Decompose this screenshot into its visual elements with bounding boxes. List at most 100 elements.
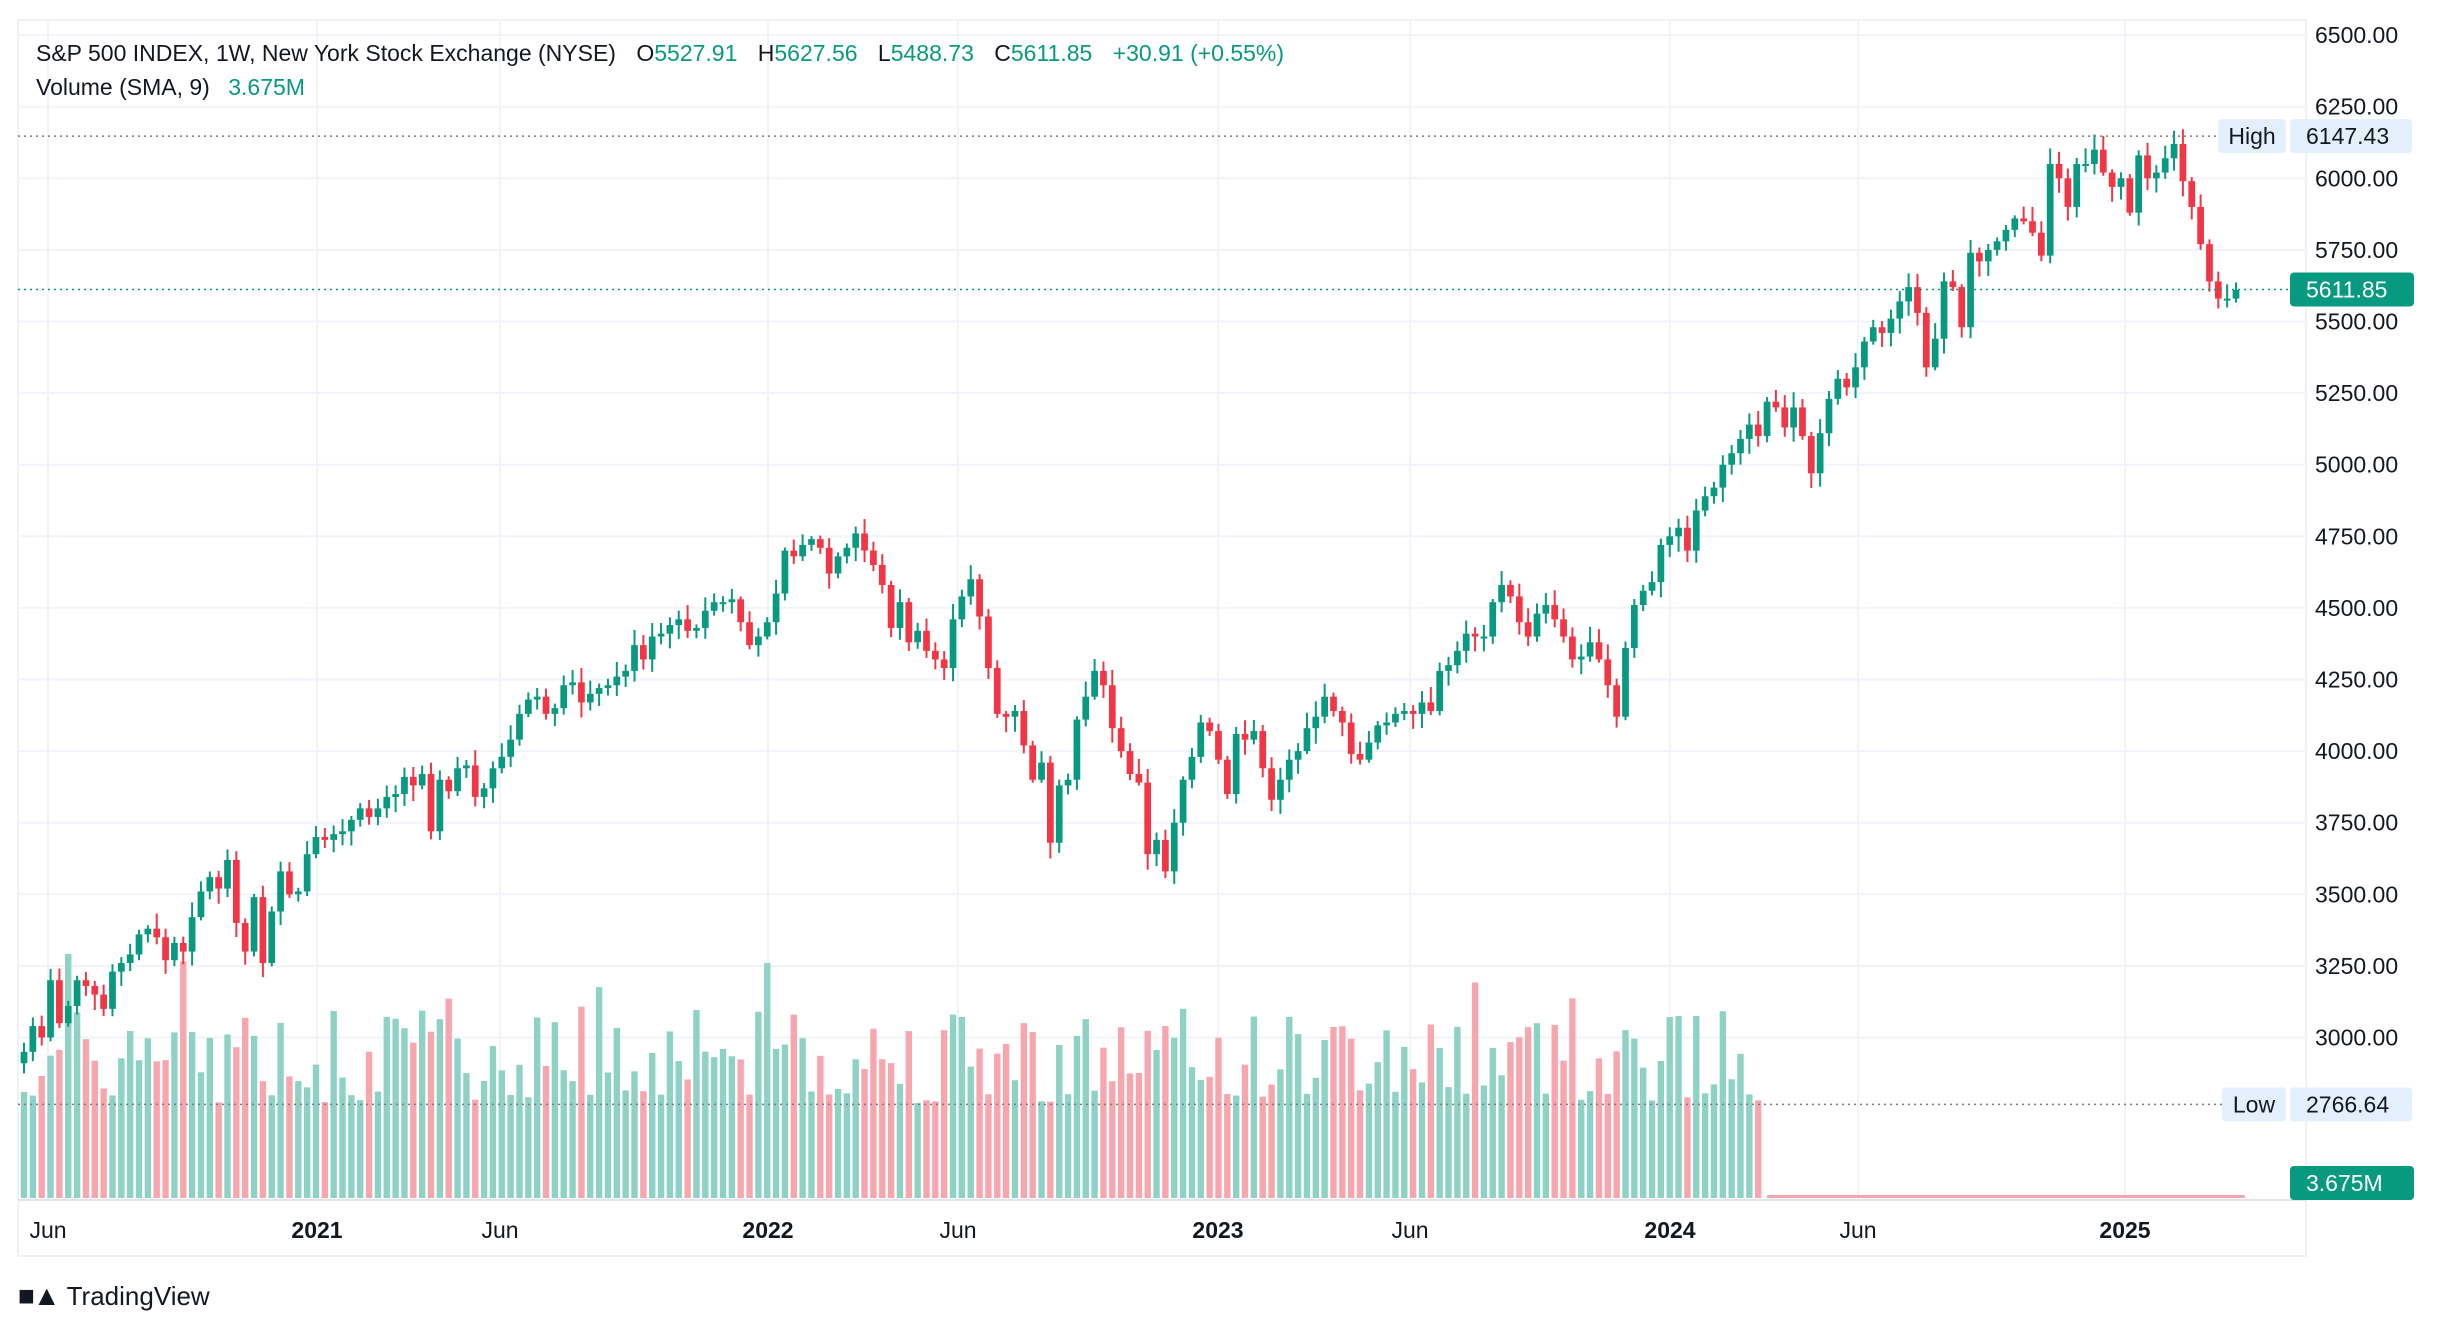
- candle-body: [250, 897, 258, 952]
- candle-body: [887, 584, 895, 628]
- close-value: 5611.85: [1010, 40, 1093, 66]
- volume-bar: [1728, 1079, 1735, 1198]
- volume-bar: [1631, 1038, 1638, 1198]
- candle-body: [1294, 751, 1302, 760]
- volume-bar: [144, 1038, 152, 1198]
- volume-bar: [392, 1018, 399, 1198]
- volume-bar: [1409, 1069, 1417, 1198]
- volume-bar: [1489, 1047, 1496, 1198]
- candlestick-series: [20, 129, 2240, 1074]
- volume-bar: [295, 1081, 302, 1198]
- candle-body: [303, 854, 311, 892]
- candle-body: [471, 765, 479, 797]
- volume-bar: [1339, 1026, 1346, 1198]
- volume-bar: [1701, 1093, 1709, 1198]
- candle-body: [1984, 249, 1992, 262]
- candle-body: [940, 659, 948, 669]
- candle-body: [1471, 633, 1479, 637]
- volume-bar: [383, 1016, 390, 1198]
- volume-bar: [905, 1031, 912, 1198]
- candle-body: [2161, 158, 2169, 173]
- volume-bar: [445, 998, 452, 1198]
- volume-bar: [825, 1094, 833, 1198]
- candle-body: [1082, 696, 1090, 720]
- candle-body: [1091, 670, 1098, 697]
- candle-body: [693, 627, 700, 631]
- candle-body: [1427, 702, 1435, 712]
- time-axis[interactable]: Jun 2021 Jun 2022 Jun 2023 Jun 2024 Jun 2025: [18, 1199, 2306, 1243]
- volume-bar: [1294, 1034, 1302, 1198]
- volume-bar: [1144, 1030, 1151, 1198]
- volume-bar: [1091, 1090, 1098, 1198]
- volume-bar: [1569, 998, 1576, 1198]
- volume-bar: [259, 1081, 267, 1198]
- volume-bar: [162, 1060, 169, 1198]
- volume-bar: [73, 1012, 81, 1198]
- candle-body: [1754, 424, 1762, 437]
- volume-bar: [56, 1049, 63, 1198]
- volume-bar: [1551, 1024, 1558, 1198]
- candle-body: [825, 547, 833, 574]
- open-label: O: [636, 40, 655, 66]
- candle-body: [1604, 659, 1612, 686]
- plot-frame: [17, 19, 2307, 1257]
- volume-legend[interactable]: Volume (SMA, 9) 3.675M: [36, 74, 305, 101]
- volume-bar: [631, 1071, 638, 1198]
- candle-body: [2153, 172, 2160, 179]
- high-value-bg: [2290, 119, 2412, 154]
- volume-bar: [852, 1059, 859, 1198]
- x-tick-label: 2021: [291, 1217, 342, 1243]
- candle-body: [241, 922, 249, 952]
- volume-bar: [171, 1032, 178, 1198]
- volume-bar: [719, 1048, 727, 1198]
- close-label: C: [994, 40, 1011, 66]
- candle-body: [197, 891, 205, 918]
- candle-body: [923, 630, 930, 651]
- volume-bar: [551, 1022, 559, 1198]
- volume-bar: [348, 1095, 355, 1198]
- candle-body: [1949, 281, 1957, 288]
- volume-bar: [533, 1017, 541, 1198]
- volume-bar: [38, 1075, 45, 1198]
- volume-bar: [737, 1059, 744, 1198]
- x-tick-label: Jun: [939, 1217, 976, 1243]
- candle-body: [586, 693, 594, 703]
- candle-body: [657, 633, 665, 637]
- candle-body: [1781, 407, 1789, 428]
- candle-body: [259, 897, 267, 964]
- y-tick-label: 4250.00: [2315, 667, 2398, 693]
- volume-bar: [410, 1042, 417, 1198]
- volume-bar: [746, 1094, 753, 1198]
- volume-bar: [1029, 1032, 1036, 1198]
- candle-body: [1409, 711, 1417, 714]
- candle-body: [171, 942, 178, 961]
- volume-bar: [489, 1046, 497, 1198]
- volume-bar: [1418, 1082, 1426, 1198]
- candle-body: [1675, 527, 1682, 537]
- volume-bar: [1595, 1058, 1603, 1198]
- candle-body: [1277, 779, 1284, 800]
- tradingview-brand[interactable]: ■▲ TradingView: [18, 1280, 210, 1312]
- candle-body: [2117, 178, 2125, 187]
- candle-body: [1878, 327, 1886, 333]
- candle-body: [1799, 407, 1806, 437]
- volume-bar: [1073, 1035, 1081, 1198]
- price-axis[interactable]: 6500.00 6250.00 6000.00 5750.00 5500.00 5250.…: [2315, 22, 2398, 1050]
- candle-body: [2020, 218, 2028, 222]
- volume-bar: [1224, 1093, 1231, 1198]
- candle-body: [639, 645, 647, 660]
- candle-body: [1117, 728, 1125, 752]
- volume-bar: [153, 1061, 160, 1198]
- volume-bar: [436, 1019, 444, 1198]
- candle-body: [905, 602, 913, 643]
- grid-lines: [18, 20, 2306, 1200]
- candle-body: [701, 610, 709, 628]
- symbol-legend[interactable]: S&P 500 INDEX, 1W, New York Stock Exchan…: [36, 40, 1284, 67]
- candle-body: [2055, 163, 2063, 179]
- volume-bar: [578, 1006, 585, 1198]
- y-tick-label: 5250.00: [2315, 380, 2398, 406]
- candle-body: [1356, 753, 1364, 760]
- volume-bar: [932, 1101, 939, 1198]
- candle-body: [896, 602, 904, 628]
